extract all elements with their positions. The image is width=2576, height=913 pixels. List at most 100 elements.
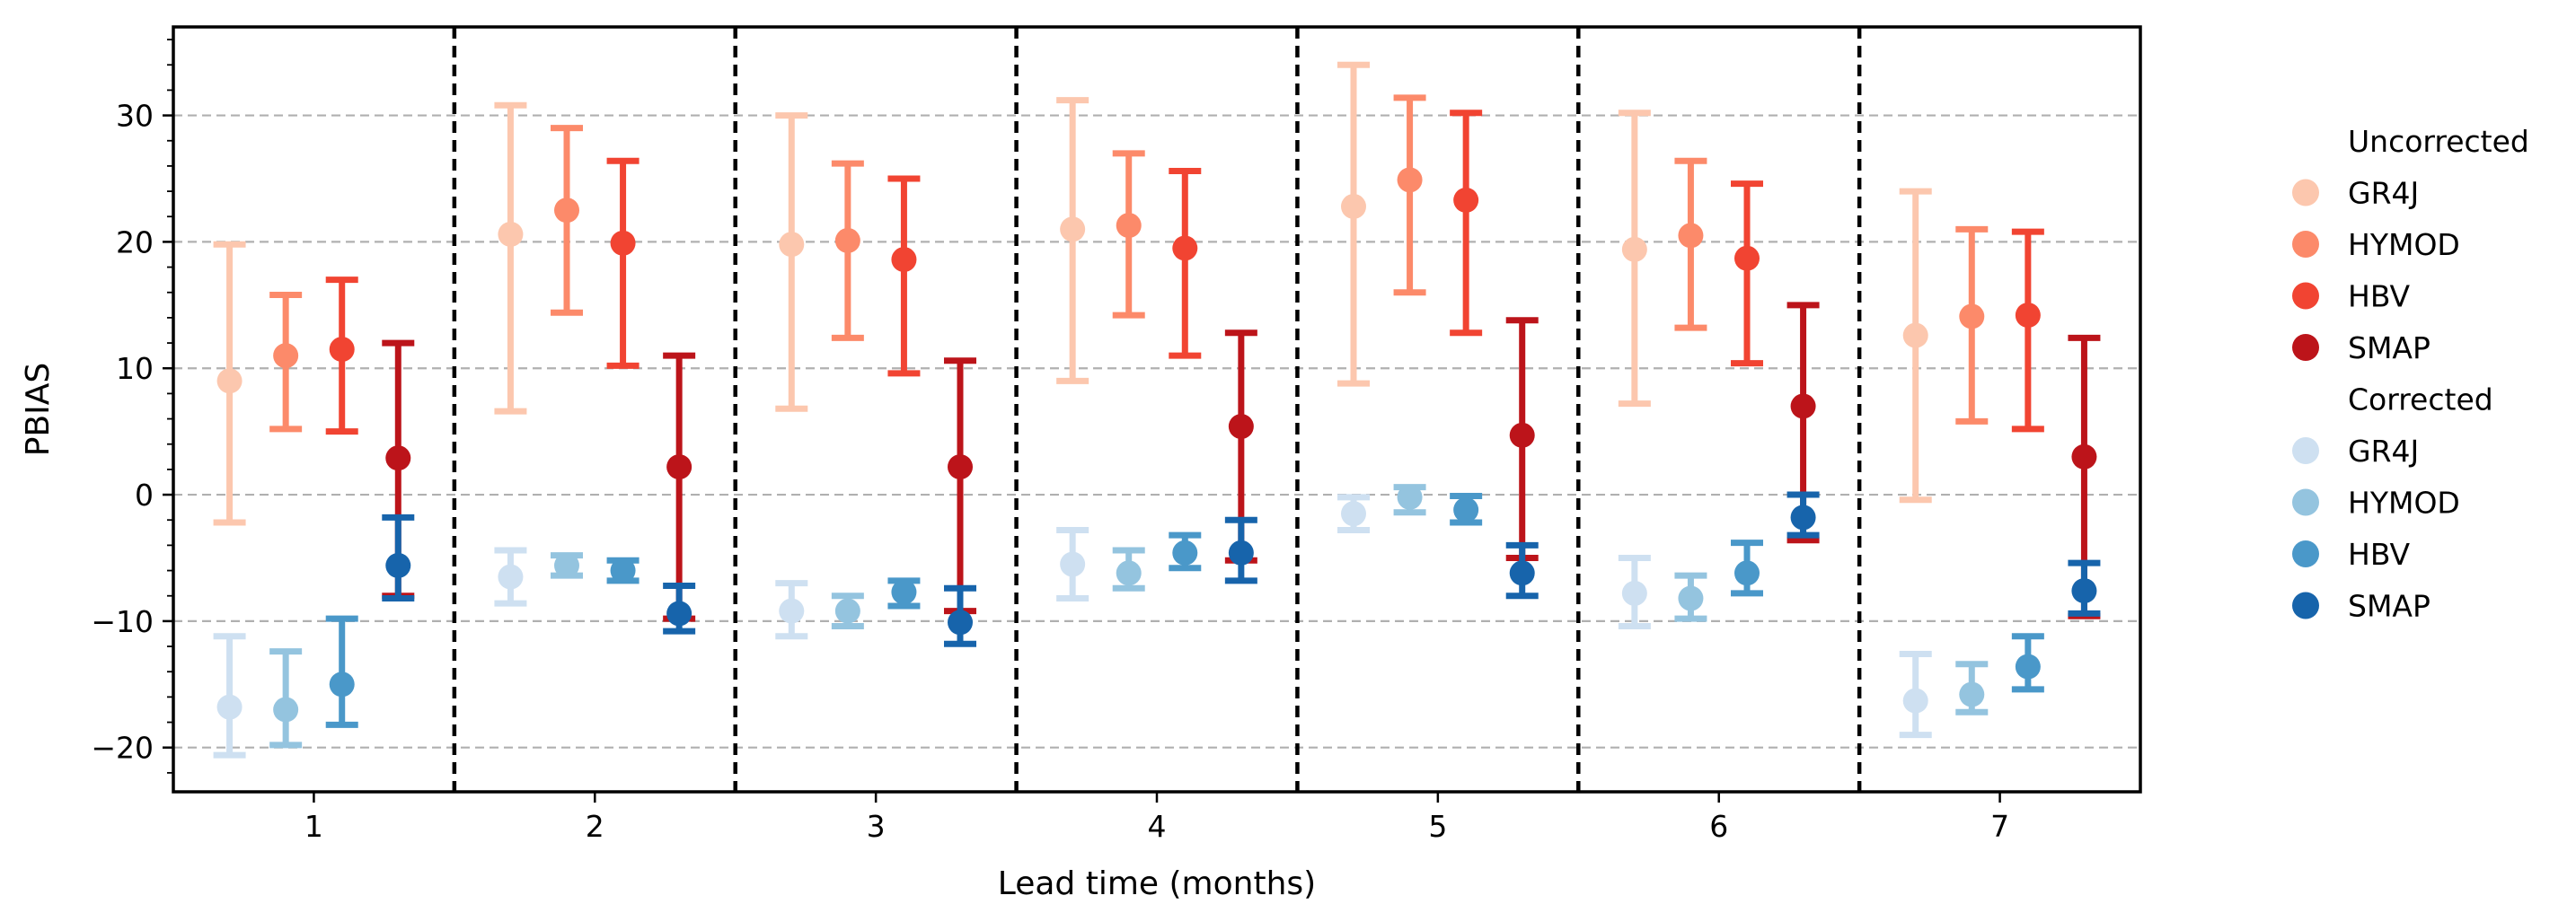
- mean-point-corrected-hymod: [273, 697, 299, 723]
- mean-point-uncorrected-gr4j: [1621, 236, 1647, 262]
- x-tick-label: 1: [304, 809, 323, 844]
- mean-point-corrected-hymod: [834, 598, 860, 624]
- mean-point-corrected-gr4j: [1341, 501, 1366, 527]
- mean-point-uncorrected-hbv: [610, 230, 636, 256]
- legend-marker: [2292, 592, 2319, 619]
- legend-entry-label: HYMOD: [2348, 486, 2460, 521]
- mean-point-corrected-hymod: [554, 552, 579, 578]
- mean-point-corrected-hbv: [1453, 496, 1479, 522]
- legend-group-title: Corrected: [2348, 382, 2493, 417]
- mean-point-uncorrected-hymod: [834, 227, 860, 253]
- mean-point-uncorrected-hbv: [1734, 245, 1760, 271]
- mean-point-uncorrected-smap: [666, 454, 693, 480]
- gridlines: [173, 114, 2140, 749]
- mean-point-corrected-gr4j: [1060, 551, 1086, 577]
- error-bar-marks: [213, 61, 2101, 759]
- mean-point-uncorrected-smap: [1509, 422, 1535, 448]
- legend-marker: [2292, 282, 2319, 310]
- mean-point-corrected-smap: [1228, 540, 1254, 566]
- legend-marker: [2292, 179, 2319, 206]
- x-tick-label: 3: [867, 809, 886, 844]
- mean-point-uncorrected-gr4j: [1341, 193, 1366, 219]
- legend-entry-label: GR4J: [2348, 434, 2419, 469]
- series-corrected-hymod: [269, 484, 1989, 749]
- mean-point-corrected-hbv: [1734, 560, 1760, 586]
- series-uncorrected-hymod: [269, 94, 1989, 433]
- mean-point-uncorrected-hymod: [1397, 167, 1423, 193]
- mean-point-corrected-gr4j: [216, 694, 243, 720]
- x-tick-label: 6: [1709, 809, 1728, 844]
- series-corrected-smap: [382, 491, 2101, 647]
- mean-point-corrected-hymod: [1959, 681, 1985, 707]
- legend-group-title: Uncorrected: [2348, 124, 2529, 159]
- legend-marker: [2292, 437, 2319, 464]
- legend-entry-label: SMAP: [2348, 589, 2430, 624]
- mean-point-corrected-hbv: [2015, 654, 2041, 680]
- mean-point-corrected-smap: [948, 610, 973, 636]
- x-tick-label: 2: [586, 809, 604, 844]
- y-axis: −20 −10 0 10 20 30: [91, 39, 173, 774]
- legend-entry-label: HBV: [2348, 279, 2410, 314]
- y-tick-label: 10: [116, 351, 154, 386]
- mean-point-uncorrected-hbv: [1172, 235, 1198, 261]
- series-uncorrected-gr4j: [213, 61, 1932, 526]
- mean-point-uncorrected-hymod: [273, 343, 299, 369]
- mean-point-uncorrected-smap: [948, 454, 973, 480]
- mean-point-corrected-hbv: [610, 557, 636, 584]
- y-tick-label: −20: [91, 731, 154, 766]
- mean-point-corrected-gr4j: [498, 564, 524, 590]
- mean-point-corrected-gr4j: [1902, 688, 1928, 714]
- mean-point-corrected-smap: [1509, 560, 1535, 586]
- mean-point-corrected-smap: [1790, 505, 1816, 531]
- mean-point-uncorrected-hymod: [554, 198, 579, 224]
- series-uncorrected-hbv: [325, 110, 2044, 435]
- x-tick-label: 4: [1148, 809, 1167, 844]
- mean-point-uncorrected-gr4j: [216, 368, 243, 394]
- mean-point-corrected-gr4j: [779, 598, 805, 624]
- mean-point-uncorrected-gr4j: [1902, 322, 1928, 348]
- x-tick-label: 7: [1990, 809, 2009, 844]
- mean-point-corrected-gr4j: [1621, 580, 1647, 606]
- x-axis: 1 2 3 4 5 6 7: [304, 792, 2009, 844]
- x-axis-label: Lead time (months): [998, 865, 1316, 902]
- mean-point-corrected-hymod: [1397, 484, 1423, 510]
- mean-point-corrected-smap: [666, 601, 693, 627]
- mean-point-uncorrected-gr4j: [498, 221, 524, 247]
- mean-point-uncorrected-hbv: [1453, 187, 1479, 213]
- mean-point-uncorrected-hymod: [1116, 213, 1142, 239]
- mean-point-corrected-smap: [2071, 578, 2097, 604]
- mean-point-uncorrected-smap: [385, 445, 411, 471]
- y-tick-label: 20: [116, 224, 154, 259]
- legend-marker: [2292, 488, 2319, 516]
- x-tick-label: 5: [1428, 809, 1447, 844]
- y-axis-label: PBIAS: [20, 363, 57, 457]
- plot-frame: [172, 25, 2142, 794]
- legend-entry-label: HBV: [2348, 537, 2410, 572]
- mean-point-corrected-hbv: [1172, 540, 1198, 566]
- y-tick-label: 30: [116, 99, 154, 134]
- legend-marker: [2292, 540, 2319, 567]
- mean-point-corrected-hymod: [1678, 585, 1704, 611]
- mean-point-uncorrected-smap: [2071, 443, 2097, 470]
- mean-point-corrected-smap: [385, 552, 411, 578]
- legend-entry-label: SMAP: [2348, 330, 2430, 365]
- legend: Uncorrected GR4J HYMOD HBV SMAP Corrected GR4J…: [2292, 124, 2529, 624]
- legend-marker: [2292, 231, 2319, 258]
- y-tick-label: −10: [91, 604, 154, 639]
- legend-entry-label: HYMOD: [2348, 227, 2460, 262]
- mean-point-corrected-hymod: [1116, 560, 1142, 586]
- category-separators: [452, 27, 1862, 792]
- mean-point-uncorrected-smap: [1790, 393, 1816, 419]
- mean-point-uncorrected-hymod: [1678, 223, 1704, 249]
- legend-marker: [2292, 334, 2319, 361]
- y-tick-label: 0: [135, 478, 154, 513]
- series-corrected-gr4j: [213, 494, 1932, 759]
- legend-entry-label: GR4J: [2348, 176, 2419, 211]
- series-corrected-hbv: [325, 492, 2044, 728]
- mean-point-uncorrected-hbv: [2015, 303, 2041, 329]
- mean-point-corrected-hbv: [329, 672, 355, 698]
- mean-point-uncorrected-gr4j: [779, 232, 805, 258]
- mean-point-uncorrected-hbv: [891, 247, 917, 273]
- mean-point-uncorrected-gr4j: [1060, 216, 1086, 242]
